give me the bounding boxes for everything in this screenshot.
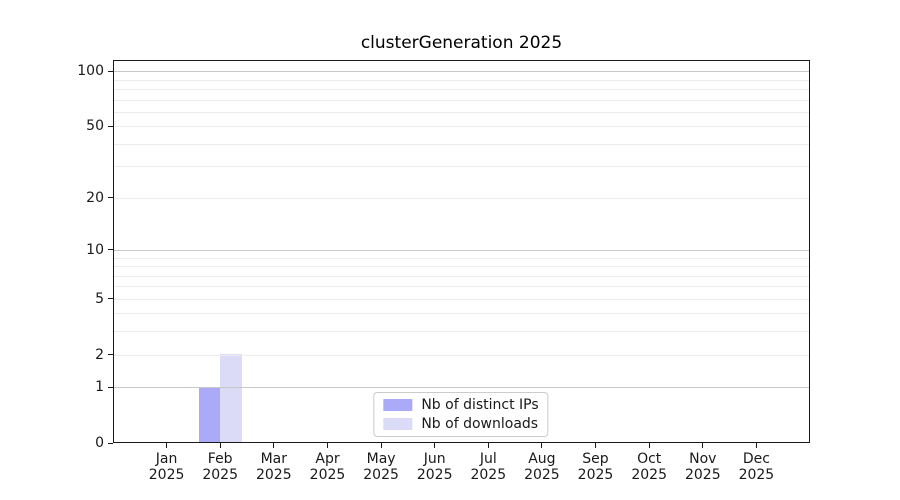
- legend-label: Nb of downloads: [421, 416, 539, 432]
- legend-swatch-distinct-ips: [383, 399, 413, 411]
- y-tick-label: 1: [95, 379, 104, 396]
- x-tick-month: Jun: [423, 451, 446, 467]
- gridline-major: [114, 71, 809, 73]
- x-tick: [702, 443, 704, 448]
- x-tick-year: 2025: [202, 467, 238, 483]
- x-tick-label: Dec 2025: [714, 451, 798, 483]
- gridline-minor: [114, 354, 809, 356]
- y-tick: [108, 249, 113, 251]
- x-tick-label: Jan 2025: [125, 451, 209, 483]
- gridline-major: [114, 249, 809, 251]
- gridline-minor: [114, 266, 809, 267]
- y-tick-label: 0: [95, 435, 104, 451]
- x-tick: [487, 443, 489, 448]
- x-tick-year: 2025: [631, 467, 667, 483]
- legend-label: Nb of distinct IPs: [421, 397, 539, 413]
- x-tick-label: Nov 2025: [661, 451, 745, 483]
- x-tick-label: Jun 2025: [393, 451, 477, 483]
- x-tick: [219, 443, 221, 448]
- gridline-major: [114, 387, 809, 389]
- x-tick: [327, 443, 328, 448]
- legend: Nb of distinct IPs Nb of downloads: [373, 392, 549, 437]
- bar-downloads: [220, 354, 242, 443]
- y-tick-label: 5: [95, 290, 104, 307]
- x-tick: [595, 443, 596, 448]
- x-tick-month: Aug: [528, 451, 556, 467]
- x-tick-month: May: [366, 451, 396, 467]
- y-tick-label: 2: [95, 346, 104, 363]
- y-tick: [108, 70, 113, 72]
- plot-area: [113, 60, 810, 443]
- bar-distinct-ips: [198, 387, 221, 443]
- y-tick-label: 100: [77, 63, 104, 80]
- y-tick: [108, 197, 113, 199]
- y-tick-label: 50: [86, 118, 104, 135]
- gridline-minor: [114, 111, 809, 113]
- x-tick: [541, 443, 543, 448]
- x-tick-year: 2025: [738, 467, 775, 483]
- x-tick-month: Jan: [155, 451, 178, 467]
- x-tick-label: Apr 2025: [286, 451, 370, 483]
- x-tick-month: Oct: [637, 451, 662, 467]
- x-tick: [648, 443, 650, 448]
- gridline-minor: [114, 88, 809, 90]
- x-tick-year: 2025: [309, 467, 346, 483]
- x-tick-year: 2025: [148, 467, 185, 483]
- x-tick-year: 2025: [524, 467, 560, 483]
- x-tick-label: May 2025: [339, 451, 423, 483]
- x-tick: [755, 443, 757, 448]
- gridline-minor: [114, 275, 809, 277]
- x-tick-month: Feb: [207, 451, 233, 467]
- x-tick-year: 2025: [255, 467, 292, 483]
- chart-title: clusterGeneration 2025: [360, 33, 563, 53]
- x-tick-year: 2025: [416, 467, 453, 483]
- y-tick-label: 10: [86, 241, 104, 258]
- legend-item: Nb of downloads: [383, 416, 538, 432]
- gridline-minor: [114, 286, 809, 288]
- y-tick: [108, 442, 113, 444]
- y-tick: [108, 298, 113, 300]
- gridline-minor: [114, 79, 809, 81]
- x-tick-label: Jul 2025: [446, 451, 530, 483]
- x-tick-label: Oct 2025: [607, 451, 691, 483]
- x-tick-month: Mar: [260, 451, 287, 467]
- y-tick: [108, 354, 113, 355]
- gridline-minor: [114, 143, 809, 145]
- gridline-minor: [114, 126, 809, 128]
- x-tick: [434, 443, 436, 448]
- x-tick-month: Nov: [689, 451, 717, 467]
- x-tick-month: Apr: [315, 451, 340, 467]
- gridline-minor: [114, 298, 809, 300]
- x-tick-year: 2025: [684, 467, 721, 483]
- x-tick-year: 2025: [577, 467, 614, 483]
- x-tick: [273, 443, 275, 448]
- x-tick-month: Sep: [582, 451, 609, 467]
- y-tick: [108, 125, 113, 127]
- x-tick: [380, 443, 382, 448]
- x-tick-label: Sep 2025: [554, 451, 638, 483]
- y-tick: [108, 386, 113, 388]
- gridline-minor: [114, 99, 809, 101]
- legend-item: Nb of distinct IPs: [383, 397, 539, 413]
- x-tick-year: 2025: [470, 467, 507, 483]
- y-tick-label: 20: [86, 189, 104, 206]
- legend-swatch-downloads: [383, 418, 413, 430]
- x-tick: [166, 443, 168, 448]
- x-tick-label: Aug 2025: [500, 451, 584, 483]
- gridline-minor: [114, 197, 809, 199]
- gridline-minor: [114, 313, 809, 315]
- x-tick-month: Dec: [742, 451, 770, 467]
- x-tick-month: Jul: [479, 451, 497, 467]
- gridline-minor: [114, 166, 809, 168]
- gridline-minor: [114, 331, 809, 333]
- x-tick-year: 2025: [363, 467, 399, 483]
- x-tick-label: Feb 2025: [178, 451, 262, 483]
- gridline-minor: [114, 257, 809, 259]
- x-tick-label: Mar 2025: [232, 451, 316, 483]
